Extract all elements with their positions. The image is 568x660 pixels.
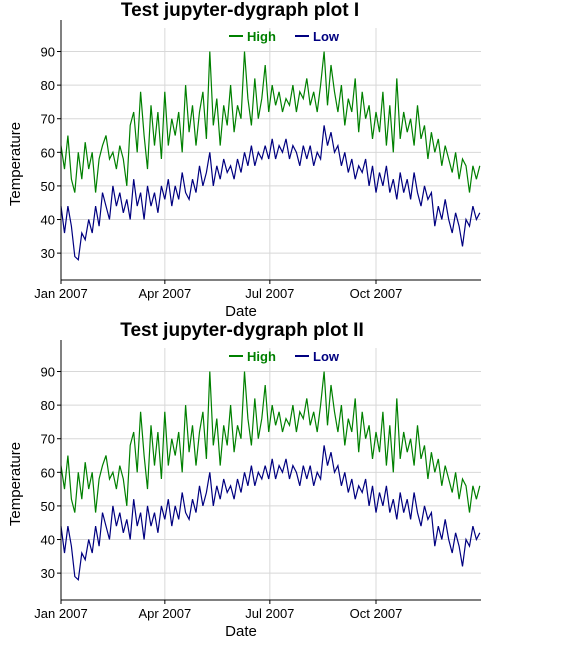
y-tick-label: 40 bbox=[41, 533, 55, 548]
series bbox=[60, 371, 481, 582]
y-tick-label: 30 bbox=[41, 246, 55, 261]
x-tick-label: Oct 2007 bbox=[350, 606, 403, 621]
legend: High Low bbox=[229, 349, 340, 364]
y-tick-label: 90 bbox=[41, 365, 55, 380]
series-line-high bbox=[60, 51, 481, 193]
y-tick-label: 90 bbox=[41, 45, 55, 60]
y-tick-label: 60 bbox=[41, 145, 55, 160]
x-tick-label: Apr 2007 bbox=[138, 286, 191, 301]
chart-title: Test jupyter-dygraph plot I bbox=[121, 0, 359, 21]
series bbox=[60, 51, 481, 262]
y-tick-label: 80 bbox=[41, 398, 55, 413]
axes: 30 40 50 60 70 80 90 Jan 2007 Apr 2007 Jul 2007 Oc… bbox=[34, 340, 481, 621]
y-axis-label: Temperature bbox=[7, 442, 24, 526]
x-tick-label: Jan 2007 bbox=[34, 286, 88, 301]
chart-plot-1[interactable]: Test jupyter-dygraph plot I 30 40 50 60 70 80… bbox=[0, 0, 568, 320]
x-tick-label: Jul 2007 bbox=[245, 286, 294, 301]
x-tick-label: Jan 2007 bbox=[34, 606, 88, 621]
y-tick-label: 50 bbox=[41, 499, 55, 514]
x-axis-label: Date bbox=[225, 303, 257, 320]
x-tick-label: Jul 2007 bbox=[245, 606, 294, 621]
series-line-low bbox=[60, 125, 481, 262]
series-line-high bbox=[60, 371, 481, 513]
axes: 30 40 50 60 70 80 90 Jan 2007 Apr 2007 Jul 2007 Oc… bbox=[34, 20, 481, 301]
chart-plot-1-svg[interactable]: Test jupyter-dygraph plot I 30 40 50 60 70 80… bbox=[0, 0, 568, 320]
x-tick-label: Oct 2007 bbox=[350, 286, 403, 301]
grid bbox=[60, 348, 481, 600]
x-tick-label: Apr 2007 bbox=[138, 606, 191, 621]
chart-plot-2[interactable]: Test jupyter-dygraph plot II 30 40 50 60 70 8… bbox=[0, 320, 568, 640]
legend-entry-high: High bbox=[247, 29, 276, 44]
x-axis-label: Date bbox=[225, 623, 257, 640]
chart-plot-2-svg[interactable]: Test jupyter-dygraph plot II 30 40 50 60 70 8… bbox=[0, 320, 568, 640]
y-tick-label: 80 bbox=[41, 78, 55, 93]
y-tick-label: 70 bbox=[41, 112, 55, 127]
chart-title: Test jupyter-dygraph plot II bbox=[120, 320, 364, 341]
series-line-low bbox=[60, 445, 481, 582]
grid bbox=[60, 28, 481, 280]
y-tick-label: 60 bbox=[41, 465, 55, 480]
legend-entry-high: High bbox=[247, 349, 276, 364]
legend-entry-low: Low bbox=[313, 29, 340, 44]
legend-entry-low: Low bbox=[313, 349, 340, 364]
y-tick-label: 50 bbox=[41, 179, 55, 194]
y-axis-label: Temperature bbox=[7, 122, 24, 206]
y-tick-label: 30 bbox=[41, 566, 55, 581]
y-tick-label: 40 bbox=[41, 213, 55, 228]
legend: High Low bbox=[229, 29, 340, 44]
y-tick-label: 70 bbox=[41, 432, 55, 447]
